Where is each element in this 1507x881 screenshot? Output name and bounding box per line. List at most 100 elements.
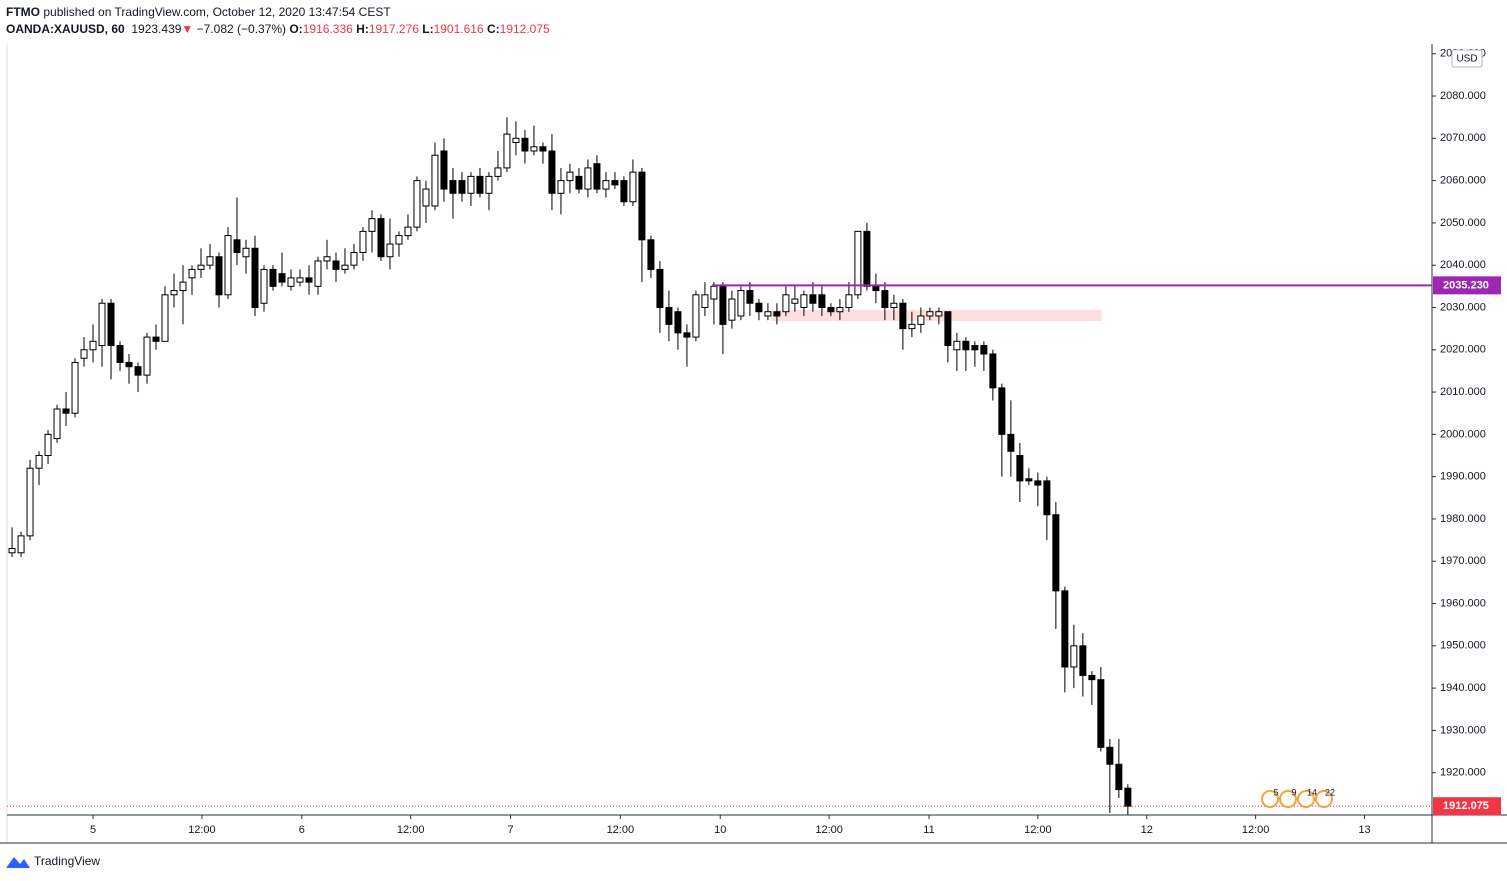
candle-body — [836, 306, 844, 313]
candle-body — [53, 408, 61, 440]
candle-body — [692, 294, 700, 338]
candle-body — [764, 311, 772, 317]
candle-body — [530, 146, 538, 152]
plot-area — [8, 117, 1132, 815]
candle-body — [44, 433, 52, 457]
candle-body — [224, 235, 232, 296]
publish-line: FTMO published on TradingView.com, Octob… — [6, 4, 550, 21]
candle-body — [818, 294, 826, 308]
candle-body — [305, 277, 313, 283]
candle-body — [413, 180, 421, 228]
candle-body — [908, 323, 916, 330]
candle-body — [899, 302, 907, 330]
candle-body — [395, 235, 403, 245]
legend-line: OANDA:XAUUSD, 60 1923.439▼ −7.082 (−0.37… — [6, 21, 550, 38]
candle-body — [593, 163, 601, 190]
candle-body — [1025, 478, 1033, 482]
y-tick-label: 1980.000 — [1440, 513, 1486, 525]
event-icon — [1315, 790, 1333, 808]
y-tick-label: 2020.000 — [1440, 344, 1486, 356]
x-tick-label: 12:00 — [397, 824, 425, 836]
ohlc-label: O: — [289, 22, 303, 36]
candle-body — [971, 345, 979, 351]
candle-body — [161, 294, 169, 342]
candle-body — [116, 345, 124, 363]
candle-body — [152, 336, 160, 342]
y-tick-label: 1990.000 — [1440, 471, 1486, 483]
candle-body — [557, 180, 565, 194]
candle-body — [278, 273, 286, 283]
ohlc-label: L: — [422, 22, 434, 36]
y-tick-label: 1970.000 — [1440, 555, 1486, 567]
candle-body — [1007, 433, 1015, 452]
ohlc-value: 1901.616 — [433, 22, 484, 36]
y-tick-label: 2010.000 — [1440, 386, 1486, 398]
candle-body — [134, 366, 142, 376]
candle-body — [404, 226, 412, 237]
x-tick-label: 12:00 — [607, 824, 635, 836]
candle-body — [314, 260, 322, 287]
candle-body — [962, 340, 970, 351]
candle-body — [35, 455, 43, 469]
candle-body — [1088, 674, 1096, 681]
y-tick-label: 2070.000 — [1440, 132, 1486, 144]
candle-body — [503, 133, 511, 169]
candle-body — [521, 137, 529, 152]
last-price-badge — [1433, 797, 1501, 816]
candle-body — [62, 408, 70, 414]
candle-body — [431, 154, 439, 207]
candle-body — [800, 294, 808, 308]
candle-body — [881, 290, 889, 308]
candle-body — [296, 277, 304, 283]
candle-body — [251, 247, 259, 308]
candle-body — [584, 167, 592, 190]
candle-body — [683, 332, 691, 338]
candle-body — [359, 230, 367, 254]
candle-body — [233, 239, 241, 254]
candle-body — [71, 361, 79, 414]
event-label: 14 — [1307, 787, 1317, 797]
candle-body — [1079, 645, 1087, 676]
candle-body — [188, 268, 196, 279]
candle-body — [566, 171, 574, 182]
candle-body — [755, 302, 763, 313]
ohlc-label: H: — [356, 22, 369, 36]
level-label: 2035.230 — [1443, 279, 1489, 291]
candle-body — [728, 298, 736, 321]
candle-body — [1070, 645, 1078, 668]
candle-body — [341, 264, 349, 270]
candle-body — [215, 256, 223, 296]
candle-body — [647, 239, 655, 270]
candle-body — [449, 180, 457, 194]
candle-body — [980, 345, 988, 355]
candle-body — [845, 294, 853, 308]
candle-body — [548, 150, 556, 194]
currency-box — [1451, 49, 1483, 68]
candle-body — [917, 315, 925, 325]
last-price-label: 1912.075 — [1443, 800, 1489, 812]
candle-body — [1124, 787, 1132, 807]
candle-body — [791, 298, 799, 304]
candle-body — [26, 467, 34, 537]
candle-body — [485, 175, 493, 194]
candle-body — [863, 230, 871, 287]
candle-body — [494, 167, 502, 177]
candle-body — [611, 180, 619, 186]
ohlc-value: 1912.075 — [499, 22, 550, 36]
candle-body — [350, 252, 358, 266]
x-tick-label: 7 — [507, 824, 513, 836]
publisher: FTMO — [6, 5, 40, 19]
event-icon — [1279, 790, 1297, 808]
y-tick-label: 1960.000 — [1440, 597, 1486, 609]
y-tick-label: 2080.000 — [1440, 90, 1486, 102]
candle-body — [98, 302, 106, 347]
candle-body — [287, 277, 295, 287]
candle-body — [665, 306, 673, 325]
event-icon — [1261, 790, 1279, 808]
candle-body — [737, 290, 745, 317]
candle-body — [575, 175, 583, 190]
candle-body — [206, 256, 214, 266]
x-tick-label: 12:00 — [815, 824, 843, 836]
level-badge — [1433, 276, 1501, 295]
